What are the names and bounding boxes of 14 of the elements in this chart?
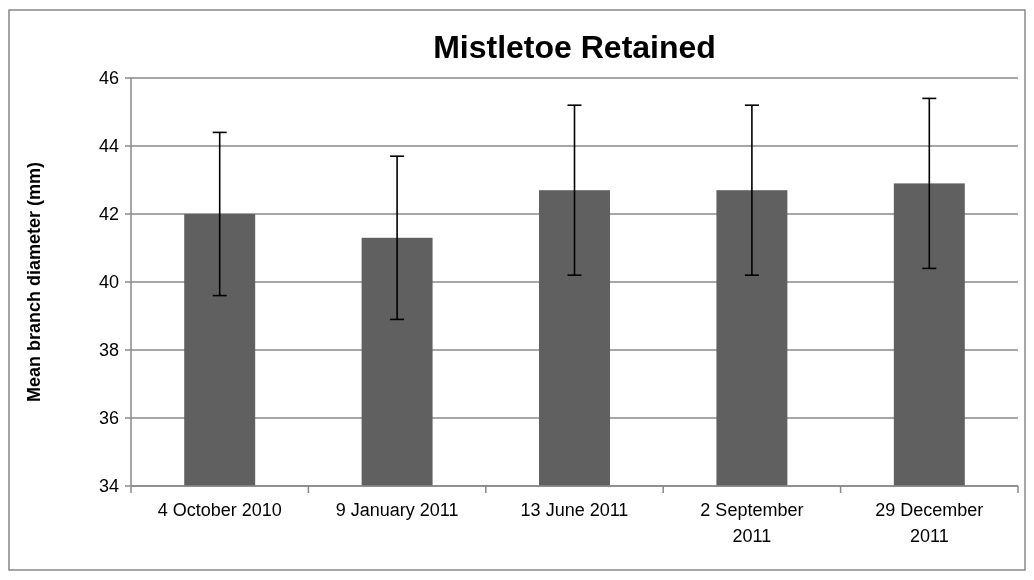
- y-axis-title: Mean branch diameter (mm): [24, 161, 44, 403]
- chart-title: Mistletoe Retained: [433, 29, 716, 65]
- x-tick-label: 4 October 2010: [157, 500, 282, 520]
- y-tick-label: 44: [98, 136, 119, 157]
- x-tick-label: 9 January 2011: [335, 500, 459, 520]
- x-tick-label: 13 June 2011: [520, 500, 629, 520]
- y-tick-label: 46: [98, 68, 119, 89]
- x-tick-label: 2 September 2011: [700, 500, 804, 546]
- y-tick-label: 38: [98, 340, 119, 361]
- x-tick-label: 29 December 2011: [875, 500, 984, 546]
- y-tick-label: 40: [98, 272, 119, 293]
- y-tick-label: 36: [98, 408, 119, 429]
- y-tick-label: 34: [98, 476, 119, 497]
- y-tick-label: 42: [98, 204, 119, 225]
